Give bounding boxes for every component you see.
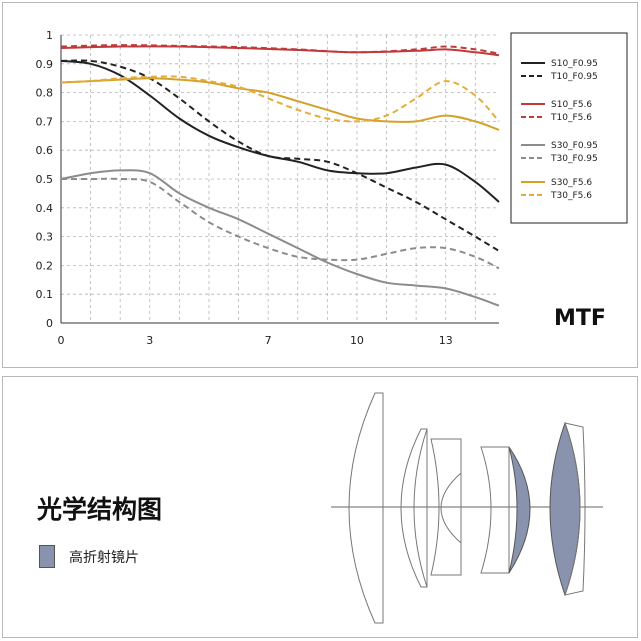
lens-element-1 (348, 392, 384, 624)
lens-element-3-inner (440, 472, 462, 544)
lens-diagram (331, 392, 603, 624)
y-tick-label: 0.7 (36, 115, 54, 128)
legend-label: T10_F5.6 (550, 113, 592, 123)
legend-label: S10_F5.6 (551, 100, 592, 110)
y-tick-label: 0.1 (36, 288, 54, 301)
x-tick-label: 13 (439, 334, 453, 347)
y-tick-label: 1 (46, 29, 53, 42)
series-line-t10-f0-95 (60, 59, 500, 252)
mtf-chart: 00.10.20.30.40.50.60.70.80.910 3 7 10 13 S10… (36, 29, 628, 347)
chart-title: MTF (554, 306, 606, 331)
x-tick-label: 10 (350, 334, 364, 347)
y-tick-label: 0.3 (36, 231, 54, 244)
x-tick-label: 0 (58, 334, 65, 347)
x-tick-label: 7 (265, 334, 272, 347)
y-tick-label: 0.6 (36, 144, 54, 157)
series-line-s30-f0-95 (60, 169, 500, 307)
chart-grid (61, 34, 499, 323)
legend-box (510, 32, 628, 224)
series-line-s30-f5-6 (60, 77, 500, 131)
optical-structure-panel: 光学结构图 高折射镜片 (2, 376, 638, 638)
high-refraction-lens-label: 高折射镜片 (69, 550, 139, 566)
chart-axes: 00.10.20.30.40.50.60.70.80.910 3 7 10 13 (36, 29, 499, 347)
series-line-t30-f5-6 (60, 75, 500, 123)
y-tick-label: 0.8 (36, 87, 54, 100)
y-tick-label: 0.5 (36, 173, 54, 186)
lens-element-4 (480, 446, 510, 574)
series-line-s10-f5-6 (60, 45, 500, 57)
lens-element-3 (430, 438, 462, 576)
lens-element-2 (400, 428, 428, 588)
mtf-chart-panel: 0 0.1 0.2 0.3 0.4 0.5 0.6 0.7 0.8 0.9 1 0 3 7 10 13 S10… (2, 2, 638, 368)
lens-element-7 (564, 422, 586, 596)
chart-legend: S10_F0.95 T10_F0.95 S10_F5.6 T10_F5.6 S30_F0… (510, 32, 628, 224)
legend-label: S10_F0.95 (551, 59, 598, 69)
series-line-s10-f0-95 (60, 59, 500, 203)
series-line-t10-f5-6 (60, 44, 500, 55)
high-refraction-lens-swatch (39, 545, 55, 568)
legend-label: T30_F5.6 (550, 191, 592, 201)
y-tick-label: 0 (46, 317, 53, 330)
y-tick-label: 0.2 (36, 259, 54, 272)
legend-label: S30_F5.6 (551, 178, 592, 188)
optical-structure-title: 光学结构图 (37, 495, 163, 524)
lens-element-2-inner (413, 428, 428, 588)
legend-label: T30_F0.95 (550, 154, 598, 164)
series-line-t30-f0-95 (60, 177, 500, 270)
high-refraction-lens-2 (549, 421, 581, 597)
chart-series (60, 44, 500, 307)
legend-label: S30_F0.95 (551, 141, 598, 151)
legend-label: T10_F0.95 (550, 72, 598, 82)
y-tick-label: 0.4 (36, 202, 54, 215)
high-refraction-lens-1 (508, 446, 531, 574)
y-tick-label: 0.9 (36, 58, 54, 71)
x-tick-label: 3 (146, 334, 153, 347)
